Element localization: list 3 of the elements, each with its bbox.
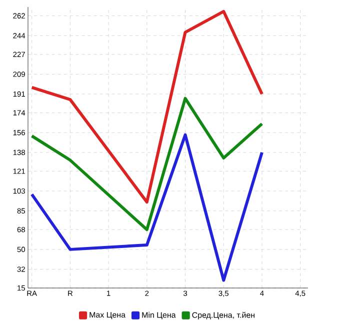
line-series [30, 96, 264, 232]
line-series [30, 133, 264, 282]
line-series [30, 10, 264, 204]
